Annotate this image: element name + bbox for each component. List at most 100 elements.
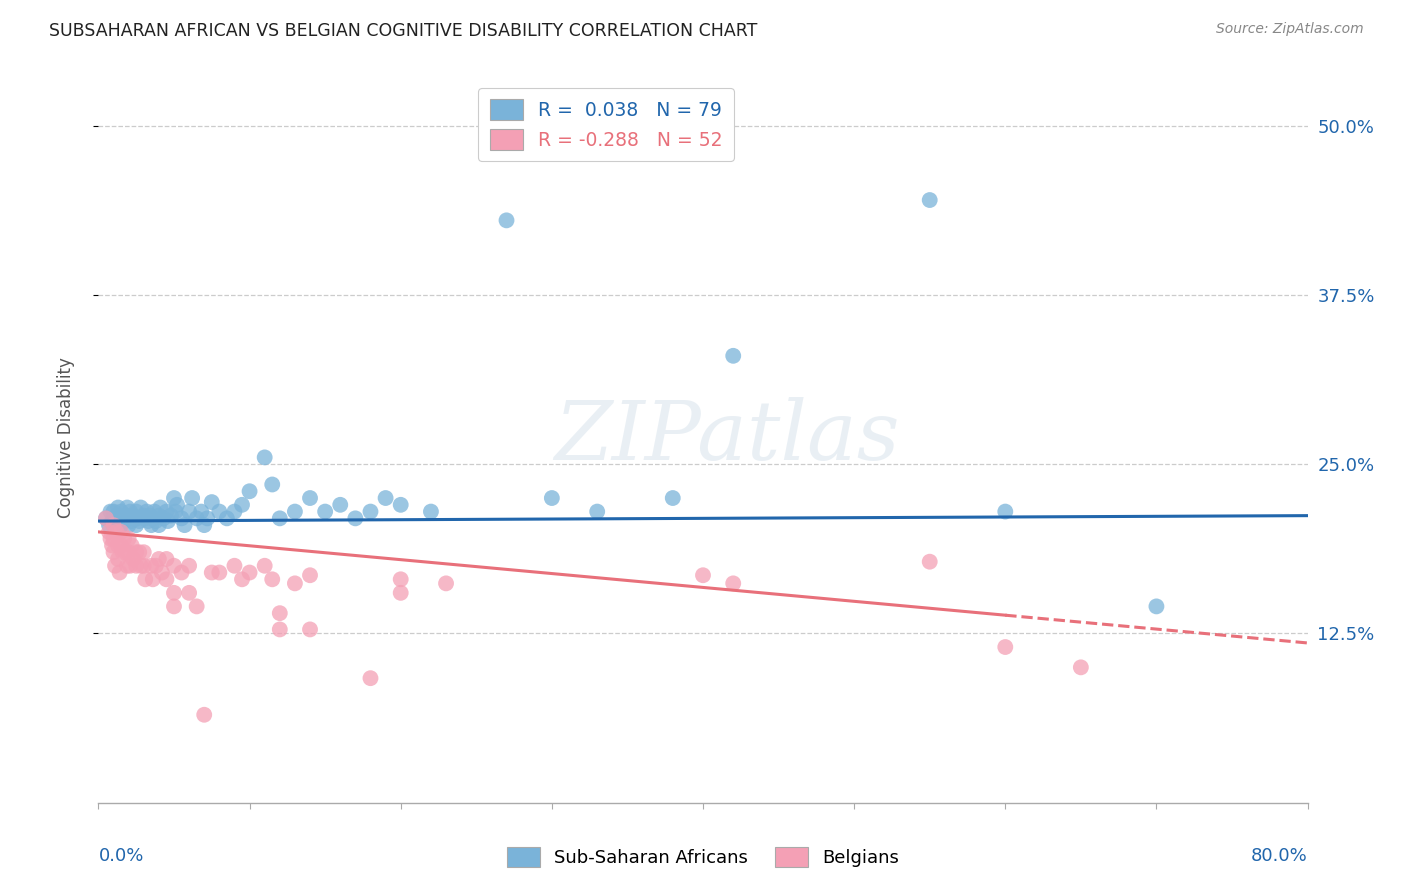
Point bbox=[186, 599, 208, 614]
Point bbox=[107, 514, 129, 528]
Point bbox=[193, 518, 215, 533]
Point bbox=[155, 505, 177, 519]
Point bbox=[170, 566, 193, 580]
Text: SUBSAHARAN AFRICAN VS BELGIAN COGNITIVE DISABILITY CORRELATION CHART: SUBSAHARAN AFRICAN VS BELGIAN COGNITIVE … bbox=[49, 22, 758, 40]
Point bbox=[918, 555, 941, 569]
Point bbox=[122, 552, 145, 566]
Point bbox=[118, 545, 141, 559]
Point bbox=[111, 545, 134, 559]
Point bbox=[143, 505, 166, 519]
Point bbox=[156, 514, 179, 528]
Point bbox=[360, 671, 382, 685]
Point bbox=[125, 505, 148, 519]
Point bbox=[179, 505, 201, 519]
Point bbox=[262, 477, 284, 491]
Point bbox=[125, 558, 148, 573]
Point bbox=[661, 491, 683, 505]
Point bbox=[122, 508, 145, 523]
Point bbox=[118, 532, 141, 546]
Point bbox=[1144, 599, 1167, 614]
Point bbox=[165, 505, 187, 519]
Point bbox=[103, 511, 125, 525]
Point bbox=[128, 514, 150, 528]
Point bbox=[540, 491, 562, 505]
Point bbox=[110, 505, 132, 519]
Point bbox=[125, 545, 148, 559]
Point bbox=[299, 491, 322, 505]
Point bbox=[723, 349, 745, 363]
Point bbox=[150, 566, 173, 580]
Point bbox=[125, 518, 148, 533]
Point bbox=[108, 511, 131, 525]
Point bbox=[107, 500, 129, 515]
Point bbox=[101, 538, 124, 552]
Point bbox=[269, 623, 291, 637]
Point bbox=[132, 508, 155, 523]
Point bbox=[98, 518, 121, 533]
Point bbox=[163, 586, 186, 600]
Point bbox=[434, 576, 457, 591]
Point bbox=[239, 484, 262, 499]
Point bbox=[224, 558, 246, 573]
Point bbox=[208, 505, 231, 519]
Point bbox=[105, 508, 128, 523]
Point bbox=[103, 505, 125, 519]
Point bbox=[181, 491, 204, 505]
Point bbox=[114, 545, 136, 559]
Point bbox=[105, 524, 128, 539]
Point bbox=[163, 491, 186, 505]
Point bbox=[114, 508, 136, 523]
Text: 80.0%: 80.0% bbox=[1251, 847, 1308, 864]
Point bbox=[389, 586, 412, 600]
Point bbox=[186, 511, 208, 525]
Point bbox=[141, 558, 163, 573]
Point bbox=[179, 586, 201, 600]
Point bbox=[224, 505, 246, 519]
Point bbox=[94, 511, 117, 525]
Y-axis label: Cognitive Disability: Cognitive Disability bbox=[56, 357, 75, 517]
Point bbox=[148, 552, 170, 566]
Point bbox=[107, 538, 129, 552]
Point bbox=[118, 511, 141, 525]
Point bbox=[98, 524, 121, 539]
Point bbox=[115, 500, 138, 515]
Point bbox=[994, 505, 1017, 519]
Point bbox=[129, 558, 152, 573]
Point bbox=[495, 213, 517, 227]
Point bbox=[110, 524, 132, 539]
Point bbox=[215, 511, 238, 525]
Point bbox=[284, 505, 307, 519]
Point bbox=[129, 500, 152, 515]
Point bbox=[108, 566, 131, 580]
Point bbox=[132, 558, 155, 573]
Point bbox=[918, 193, 941, 207]
Point bbox=[195, 511, 218, 525]
Point bbox=[103, 518, 125, 533]
Point bbox=[155, 552, 177, 566]
Point bbox=[299, 568, 322, 582]
Point bbox=[231, 572, 253, 586]
Point bbox=[201, 566, 224, 580]
Point bbox=[692, 568, 714, 582]
Legend: Sub-Saharan Africans, Belgians: Sub-Saharan Africans, Belgians bbox=[501, 839, 905, 874]
Point bbox=[269, 511, 291, 525]
Point bbox=[193, 707, 215, 722]
Point bbox=[208, 566, 231, 580]
Point bbox=[420, 505, 443, 519]
Point bbox=[128, 545, 150, 559]
Legend: R =  0.038   N = 79, R = -0.288   N = 52: R = 0.038 N = 79, R = -0.288 N = 52 bbox=[478, 88, 734, 161]
Text: 0.0%: 0.0% bbox=[98, 847, 143, 864]
Point bbox=[120, 558, 142, 573]
Point bbox=[121, 538, 143, 552]
Point bbox=[152, 511, 174, 525]
Point bbox=[253, 558, 276, 573]
Point bbox=[120, 505, 142, 519]
Point bbox=[231, 498, 253, 512]
Point bbox=[170, 511, 193, 525]
Point bbox=[135, 505, 157, 519]
Point bbox=[586, 505, 609, 519]
Point bbox=[142, 511, 165, 525]
Point bbox=[166, 498, 188, 512]
Point bbox=[139, 508, 162, 523]
Point bbox=[118, 518, 141, 533]
